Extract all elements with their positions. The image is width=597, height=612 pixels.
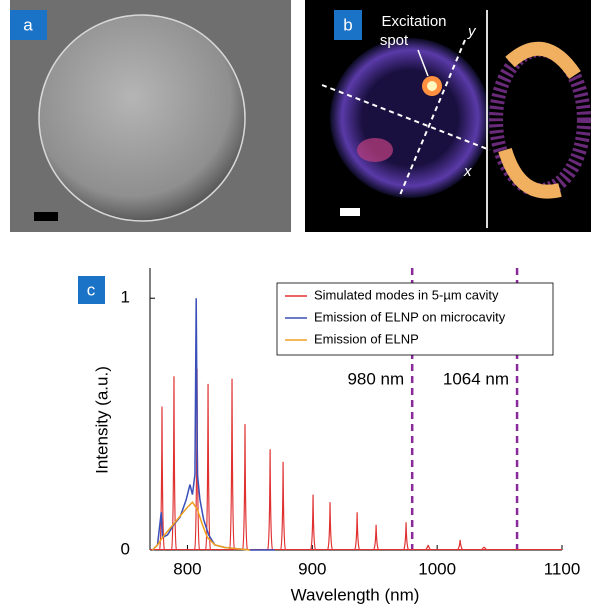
peak [309, 494, 317, 551]
peak [403, 522, 410, 551]
panel-label: b [343, 15, 352, 34]
axis-x-line [321, 84, 491, 151]
microsphere [38, 14, 246, 222]
axis-y-line [399, 39, 466, 196]
peak [204, 383, 212, 551]
panel-label-box [10, 10, 47, 40]
axis-name: x [463, 163, 472, 180]
y-axis-label: Intensity (a.u.) [92, 366, 111, 474]
glow-spot [357, 138, 393, 162]
scale-bar [340, 208, 360, 216]
legend-label: Emission of ELNP on microcavity [314, 309, 506, 324]
panel-label-box [78, 276, 105, 304]
peak [481, 546, 488, 551]
x-tick-label: 900 [298, 559, 326, 578]
x-tick-label: 1100 [544, 559, 581, 578]
series-line [151, 500, 250, 551]
x-tick-label: 1000 [418, 559, 456, 578]
peak [228, 378, 236, 551]
peak [267, 449, 274, 551]
panel-a: a [10, 0, 291, 232]
peak [373, 524, 380, 551]
y-tick-label: 0 [121, 539, 130, 558]
peak [457, 539, 464, 551]
panel-b: b Excitation spot y x [305, 0, 591, 232]
annotation: Excitation [381, 13, 446, 30]
panel-c: c Wavelength (nm) Intensity (a.u.) 800 90… [78, 268, 580, 604]
scale-bar [34, 212, 58, 221]
mode-lobe [505, 41, 581, 80]
axis-name: y [467, 23, 477, 40]
peak [280, 461, 287, 551]
x-axis-label: Wavelength (nm) [291, 585, 420, 604]
panel-label: c [87, 280, 96, 299]
legend-box [276, 282, 554, 356]
annotation: spot [380, 32, 409, 49]
x-tick-label: 800 [173, 559, 201, 578]
excitation-core [427, 81, 437, 91]
panel-label: a [23, 15, 33, 34]
series-line [151, 298, 275, 551]
reference-label: 980 nm [347, 369, 404, 388]
peak [158, 406, 166, 551]
arrow [417, 49, 429, 77]
peak [241, 424, 249, 551]
peak [354, 512, 361, 551]
panel-label-box [334, 10, 362, 40]
peak [425, 544, 432, 551]
peak [326, 502, 334, 551]
reference-label: 1064 nm [443, 369, 509, 388]
mode-lobe [498, 147, 562, 199]
legend-label: Emission of ELNP [314, 331, 419, 346]
peak [170, 376, 178, 551]
y-tick-label: 1 [121, 288, 130, 307]
legend-label: Simulated modes in 5-µm cavity [314, 287, 499, 302]
